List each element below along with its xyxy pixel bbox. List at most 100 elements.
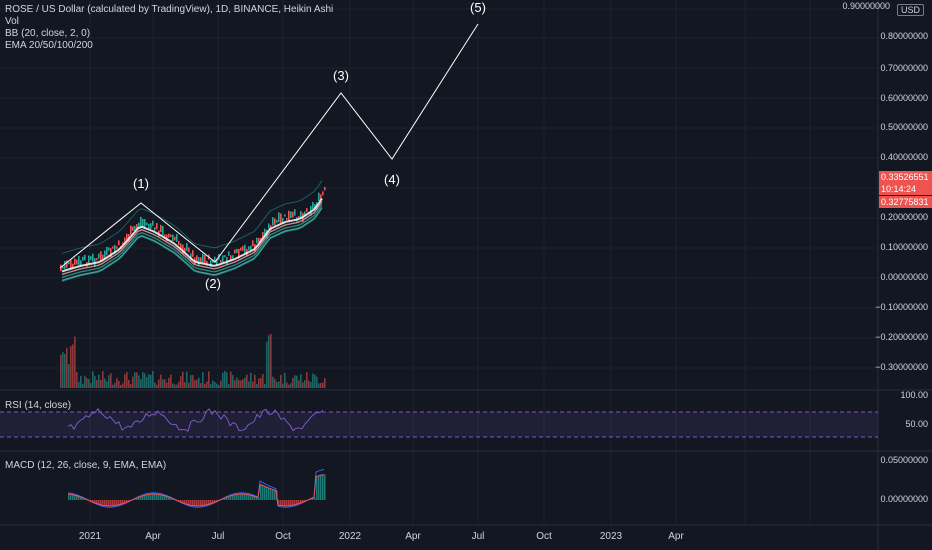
currency-button[interactable]: USD [896,4,924,16]
volume-bar [266,341,268,388]
candle [202,253,204,264]
legend-vol[interactable]: Vol [5,16,19,27]
macd-histogram-bar [260,484,262,500]
volume-bar [270,333,272,388]
volume-bar [244,377,246,388]
macd-legend[interactable]: MACD (12, 26, close, 9, EMA, EMA) [5,460,167,471]
macd-histogram-bar [322,474,324,500]
macd-histogram-bar [298,500,300,504]
volume-bar [114,382,116,388]
volume-bar [316,376,318,388]
volume-bar [262,373,264,388]
candle [122,242,124,246]
macd-histogram-bar [148,494,150,500]
candle [70,259,72,270]
macd-histogram-bar [292,500,294,506]
candle [88,255,90,265]
volume-bar [312,373,314,388]
legend-bb[interactable]: BB (20, close, 2, 0) [5,28,91,39]
volume-bar [288,384,290,388]
candle [144,219,146,229]
volume-bar [74,336,76,388]
macd-histogram-bar [126,500,128,503]
candle [198,257,200,266]
price-tick: 0.50000000 [880,122,928,132]
candle [224,255,226,258]
candle [312,201,314,210]
volume-bar [132,376,134,388]
candle [74,258,76,265]
macd-histogram-bar [106,500,108,506]
macd-histogram-bar [254,496,256,500]
macd-histogram-bar [296,500,298,505]
candle [258,238,260,243]
volume-bar [68,364,70,388]
macd-histogram-bar [118,500,120,506]
volume-bar [292,378,294,388]
volume-bar [224,371,226,388]
volume-bar [88,378,90,388]
macd-histogram-bar [82,497,84,500]
candle [178,240,180,246]
candle [290,211,292,219]
candle [314,203,316,209]
candle [64,260,66,270]
volume-bar [60,354,62,388]
price-tick: −0.30000000 [875,362,928,372]
volume-bar [64,354,66,388]
candle [286,218,288,221]
macd-histogram-bar [200,500,202,506]
macd-histogram-bar [244,494,246,500]
candle [230,255,232,261]
candle [214,256,216,263]
candle [90,256,92,261]
legend-title: ROSE / US Dollar (calculated by TradingV… [5,4,334,15]
macd-histogram-bar [156,494,158,500]
macd-histogram-bar [222,499,224,500]
candle [108,247,110,251]
volume-bar [214,381,216,388]
ema-line [61,197,323,273]
macd-histogram-bar [158,494,160,500]
volume-bar [314,374,316,388]
macd-histogram-bar [314,497,316,500]
macd-histogram-bar [124,500,126,504]
macd-histogram-bar [268,487,270,500]
macd-histogram-bar [164,495,166,500]
macd-histogram-bar [320,475,322,500]
volume-bar [216,383,218,388]
volume-bar [298,380,300,388]
macd-histogram-bar [202,500,204,506]
volume-bar [284,372,286,388]
volume-bar [152,371,154,388]
volume-bar [156,384,158,388]
macd-histogram-bar [280,500,282,506]
volume-bar [236,377,238,388]
macd-histogram-bar [310,499,312,500]
candle [244,244,246,254]
candle [184,247,186,254]
macd-histogram-bar [120,500,122,505]
candle [278,212,280,223]
candle [96,258,98,261]
macd-histogram-bar [134,499,136,500]
macd-histogram-bar [100,500,102,505]
macd-histogram-bar [184,500,186,504]
rsi-legend[interactable]: RSI (14, close) [5,400,72,411]
macd-histogram-bar [262,485,264,500]
candle [300,211,302,220]
macd-histogram-bar [208,500,210,505]
time-tick: Apr [145,531,161,542]
candle [116,246,118,249]
macd-histogram-bar [98,500,100,504]
rsi-band [0,412,878,437]
legend-ema[interactable]: EMA 20/50/100/200 [5,40,93,51]
candle [112,246,114,249]
time-tick: Oct [536,531,552,542]
candle [234,249,236,254]
volume-bar [102,371,104,388]
candle [318,192,320,201]
macd-histogram-bar [248,494,250,500]
volume-bar [206,381,208,388]
